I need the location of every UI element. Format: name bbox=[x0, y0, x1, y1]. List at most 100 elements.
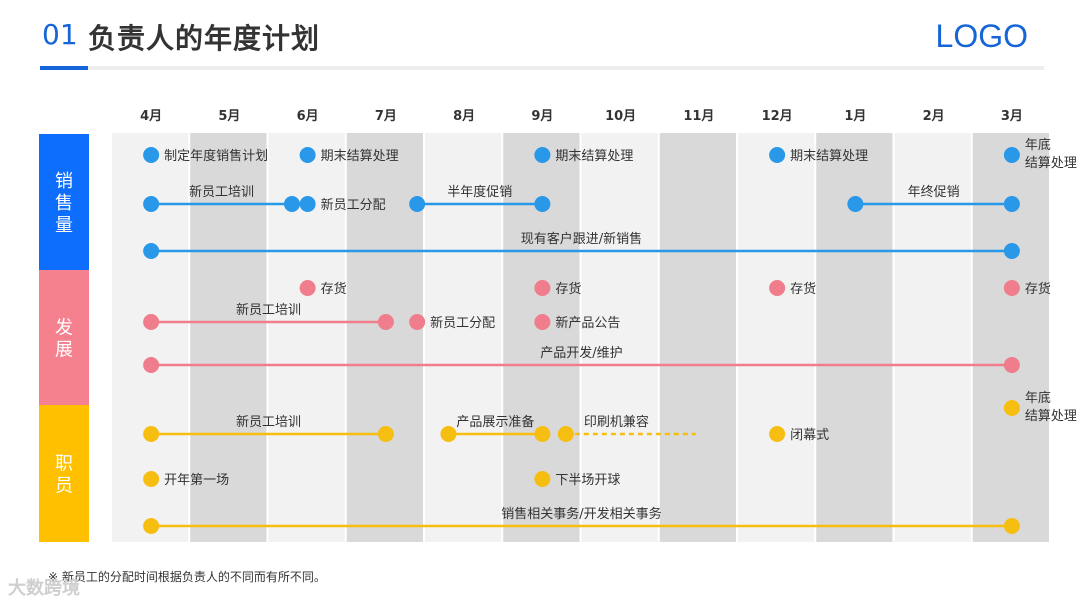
span-label: 产品展示准备 bbox=[456, 414, 534, 430]
milestone-label: 结算处理 bbox=[1025, 409, 1077, 424]
logo: LOGO bbox=[935, 18, 1028, 54]
month-column bbox=[346, 133, 423, 542]
span-label: 销售相关事务/开发相关事务 bbox=[501, 506, 661, 522]
month-column bbox=[738, 133, 815, 542]
span-end-dot bbox=[377, 426, 394, 442]
category-label: 发 bbox=[55, 318, 73, 339]
span-label: 新员工培训 bbox=[236, 414, 301, 430]
span-end-dot bbox=[534, 196, 551, 212]
milestone-dot bbox=[1003, 400, 1020, 416]
month-label: 2月 bbox=[923, 109, 945, 124]
milestone-label: 结算处理 bbox=[1025, 156, 1077, 171]
category-band-dev bbox=[39, 270, 89, 405]
milestone-label: 期末结算处理 bbox=[555, 149, 633, 164]
watermark: 大数跨境 bbox=[8, 578, 80, 599]
milestone-dot bbox=[769, 426, 786, 442]
month-label: 10月 bbox=[605, 109, 636, 124]
milestone-dot bbox=[1003, 147, 1020, 163]
milestone-dot bbox=[143, 147, 160, 163]
span-label: 印刷机兼容 bbox=[584, 414, 649, 430]
span-end-dot bbox=[1003, 518, 1020, 534]
category-label: 量 bbox=[55, 215, 73, 236]
milestone-dot bbox=[1003, 280, 1020, 296]
span-start-dot bbox=[847, 196, 864, 212]
month-column bbox=[972, 133, 1049, 542]
span-start-dot bbox=[409, 196, 426, 212]
milestone-label: 存货 bbox=[790, 281, 816, 297]
milestone-dot bbox=[409, 314, 426, 330]
span-start-dot bbox=[143, 518, 160, 534]
span-label: 新员工培训 bbox=[236, 302, 301, 318]
month-label: 1月 bbox=[844, 109, 866, 124]
footnote: ※ 新员工的分配时间根据负责人的不同而有所不同。 bbox=[48, 570, 326, 584]
milestone-label: 年底 bbox=[1025, 390, 1051, 406]
span-start-dot bbox=[557, 426, 574, 442]
milestone-dot bbox=[299, 196, 316, 212]
span-end-dot bbox=[1003, 196, 1020, 212]
span-end-dot bbox=[283, 196, 300, 212]
month-column bbox=[425, 133, 502, 542]
header-divider bbox=[40, 66, 1044, 70]
category-label: 员 bbox=[55, 476, 73, 497]
span-start-dot bbox=[143, 196, 160, 212]
milestone-dot bbox=[143, 471, 160, 487]
span-label: 新员工培训 bbox=[189, 184, 254, 200]
header-divider-accent bbox=[40, 66, 88, 70]
category-band-sales bbox=[39, 134, 89, 270]
month-label: 3月 bbox=[1001, 109, 1023, 124]
milestone-dot bbox=[534, 147, 551, 163]
span-start-dot bbox=[143, 357, 160, 373]
span-start-dot bbox=[143, 314, 160, 330]
milestone-dot bbox=[769, 280, 786, 296]
milestone-label: 期末结算处理 bbox=[790, 149, 868, 164]
category-label: 展 bbox=[55, 340, 73, 361]
month-label: 5月 bbox=[218, 109, 240, 124]
month-label: 7月 bbox=[375, 109, 397, 124]
span-start-dot bbox=[440, 426, 457, 442]
milestone-label: 新员工分配 bbox=[321, 197, 386, 213]
milestone-label: 存货 bbox=[555, 281, 581, 297]
month-column bbox=[268, 133, 345, 542]
milestone-label: 期末结算处理 bbox=[321, 149, 399, 164]
page-title: 负责人的年度计划 bbox=[88, 22, 321, 55]
milestone-dot bbox=[769, 147, 786, 163]
span-start-dot bbox=[143, 426, 160, 442]
month-label: 6月 bbox=[297, 109, 319, 124]
month-column bbox=[816, 133, 893, 542]
milestone-label: 存货 bbox=[321, 281, 347, 297]
span-label: 半年度促销 bbox=[447, 184, 512, 200]
milestone-dot bbox=[299, 147, 316, 163]
section-number: 01 bbox=[42, 18, 78, 51]
month-column bbox=[894, 133, 971, 542]
category-band-staff bbox=[39, 405, 89, 542]
month-column bbox=[659, 133, 736, 542]
milestone-dot bbox=[534, 280, 551, 296]
month-label: 8月 bbox=[453, 109, 475, 124]
category-label: 职 bbox=[55, 454, 73, 475]
milestone-label: 下半场开球 bbox=[555, 473, 620, 488]
month-column bbox=[190, 133, 267, 542]
milestone-dot bbox=[299, 280, 316, 296]
milestone-label: 开年第一场 bbox=[164, 473, 229, 488]
milestone-dot bbox=[534, 471, 551, 487]
milestone-label: 新员工分配 bbox=[430, 315, 495, 331]
span-label: 现有客户跟进/新销售 bbox=[521, 231, 642, 247]
month-label: 12月 bbox=[762, 109, 793, 124]
milestone-label: 年底 bbox=[1025, 137, 1051, 153]
month-label: 11月 bbox=[683, 109, 714, 124]
month-label: 9月 bbox=[531, 109, 553, 124]
milestone-label: 存货 bbox=[1025, 281, 1051, 297]
span-start-dot bbox=[143, 243, 160, 259]
milestone-label: 闭幕式 bbox=[790, 428, 829, 443]
span-label: 产品开发/维护 bbox=[540, 345, 622, 361]
milestone-dot bbox=[534, 314, 551, 330]
span-end-dot bbox=[1003, 357, 1020, 373]
milestone-label: 新产品公告 bbox=[555, 315, 620, 331]
month-label: 4月 bbox=[140, 109, 162, 124]
category-label: 销 bbox=[55, 171, 73, 192]
month-column bbox=[581, 133, 658, 542]
span-label: 年终促销 bbox=[908, 184, 960, 200]
span-end-dot bbox=[1003, 243, 1020, 259]
milestone-label: 制定年度销售计划 bbox=[164, 148, 268, 164]
